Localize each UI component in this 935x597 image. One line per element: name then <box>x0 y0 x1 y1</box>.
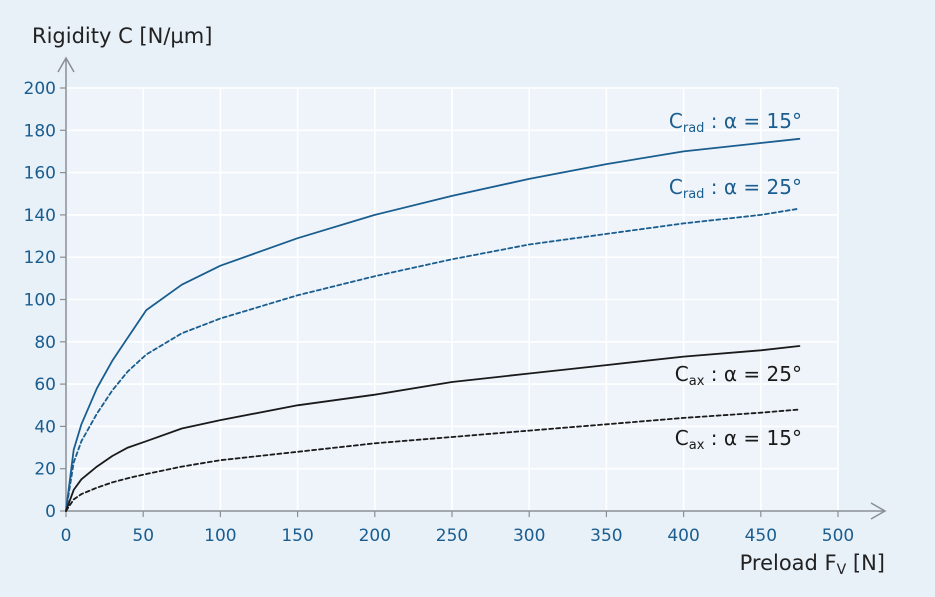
series-line-crad-25 <box>65 207 801 512</box>
x-tick-label-400: 400 <box>667 526 699 546</box>
x-tick-label-50: 50 <box>132 526 154 546</box>
x-tick-label-350: 350 <box>590 526 622 546</box>
grid <box>66 87 839 511</box>
y-tick-label-200: 200 <box>24 79 56 99</box>
series-line-crad-15 <box>65 137 801 512</box>
x-tick-label-300: 300 <box>513 526 545 546</box>
x-axis-title-main: Preload F <box>740 551 837 575</box>
x-tick-label-150: 150 <box>281 526 313 546</box>
series-label-crad-25: Crad : α = 25° <box>669 175 802 202</box>
x-tick-label-500: 500 <box>822 526 854 546</box>
series-label-cax-25: Cax : α = 25° <box>675 362 802 389</box>
y-axis-arrow <box>57 56 75 73</box>
axes <box>57 56 887 520</box>
series-lines <box>65 137 801 512</box>
y-tick-label-140: 140 <box>24 206 56 226</box>
x-tick-label-0: 0 <box>61 526 72 546</box>
x-tick-label-450: 450 <box>745 526 777 546</box>
x-axis-title-sub: V <box>837 562 847 578</box>
y-tick-label-40: 40 <box>34 417 56 437</box>
y-tick-label-60: 60 <box>34 375 56 395</box>
series-label-crad-15: Crad : α = 15° <box>669 109 802 136</box>
y-tick-label-180: 180 <box>24 121 56 141</box>
y-tick-labels: 0 20 40 60 80 100 120 140 160 180 200 <box>24 79 66 522</box>
y-tick-label-80: 80 <box>34 333 56 353</box>
x-tick-label-200: 200 <box>359 526 391 546</box>
series-label-cax-15: Cax : α = 15° <box>675 426 802 453</box>
x-tick-label-250: 250 <box>436 526 468 546</box>
y-tick-label-0: 0 <box>45 502 56 522</box>
y-axis-title: Rigidity C [N/µm] <box>32 24 212 48</box>
series-line-cax-25 <box>65 345 801 512</box>
x-axis-arrow <box>870 502 887 520</box>
series-line-cax-15 <box>65 408 801 512</box>
x-axis-title: Preload FV [N] <box>740 551 885 578</box>
y-tick-label-120: 120 <box>24 248 56 268</box>
y-tick-label-20: 20 <box>34 460 56 480</box>
x-axis-title-unit: [N] <box>846 551 885 575</box>
x-tick-label-100: 100 <box>204 526 236 546</box>
y-tick-label-160: 160 <box>24 164 56 184</box>
x-tick-labels: 0 50 100 150 200 250 300 350 400 450 500 <box>61 511 854 546</box>
y-tick-label-100: 100 <box>24 291 56 311</box>
